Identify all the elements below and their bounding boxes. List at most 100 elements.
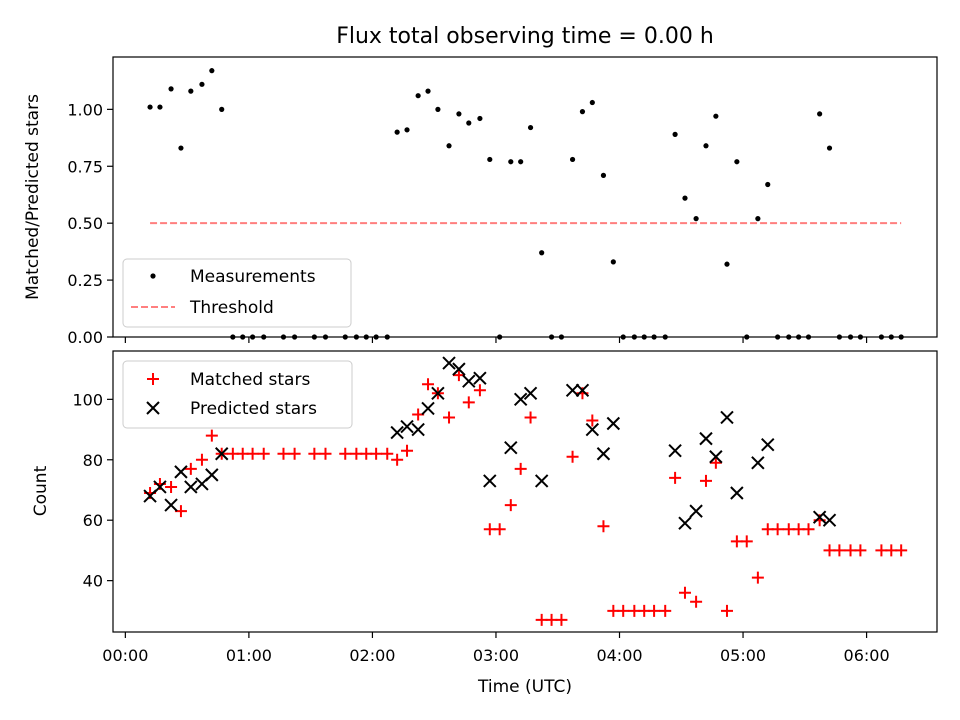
predicted-stars-point bbox=[606, 416, 621, 431]
chart-title: Flux total observing time = 0.00 h bbox=[336, 24, 714, 49]
predicted-stars-point bbox=[575, 383, 590, 397]
measurements-point bbox=[188, 88, 194, 94]
bottom-x-tick-label: 04:00 bbox=[596, 646, 642, 665]
predicted-stars-point bbox=[751, 456, 765, 470]
measurements-point bbox=[579, 109, 586, 115]
bottom-panel: 40 60 80 100 00:00 01:00 02:00 03:00 04:00 05:00 0… bbox=[31, 350, 938, 697]
matched-stars-point bbox=[422, 378, 435, 391]
bottom-y-tick-label: 60 bbox=[83, 511, 103, 530]
matched-stars-point bbox=[257, 447, 270, 460]
measurements-point bbox=[703, 143, 709, 149]
matched-stars-point bbox=[751, 571, 764, 584]
measurements-point bbox=[415, 93, 421, 99]
measurements-point bbox=[209, 68, 215, 74]
measurements-point bbox=[765, 181, 771, 188]
matched-stars-point bbox=[566, 450, 579, 463]
measurements-point bbox=[600, 172, 607, 178]
legend-predicted-marker bbox=[146, 401, 160, 415]
top-y-tick-label: 1.00 bbox=[67, 100, 103, 119]
measurements-point bbox=[157, 104, 163, 110]
bottom-x-tick-label: 03:00 bbox=[473, 646, 519, 665]
measurements-point bbox=[147, 104, 153, 110]
predicted-stars-point bbox=[565, 383, 580, 397]
matched-stars-point bbox=[391, 453, 404, 466]
predicted-stars-point bbox=[513, 392, 528, 407]
legend-predicted-label: Predicted stars bbox=[190, 399, 317, 419]
matched-stars-point bbox=[555, 613, 568, 626]
matched-stars-point bbox=[678, 586, 691, 599]
predicted-stars-point bbox=[390, 425, 404, 440]
predicted-stars-point bbox=[452, 362, 466, 376]
top-y-tick-label: 0.25 bbox=[67, 271, 103, 290]
bottom-x-tick-label: 05:00 bbox=[720, 646, 766, 665]
matched-stars-point bbox=[165, 480, 178, 493]
predicted-stars-point bbox=[442, 356, 456, 370]
matched-stars-point bbox=[319, 447, 332, 460]
matched-stars-point bbox=[493, 523, 506, 536]
bottom-legend-box bbox=[122, 360, 353, 429]
measurements-point bbox=[508, 159, 514, 165]
predicted-stars-point bbox=[215, 447, 229, 461]
matched-stars-point bbox=[370, 447, 383, 460]
top-panel: 0.00 0.25 0.50 0.75 1.00 Matched/Predicted s… bbox=[23, 56, 938, 347]
bottom-y-tick-label: 40 bbox=[83, 572, 103, 591]
bottom-ticks: 40 60 80 100 00:00 01:00 02:00 03:00 04:00 05:00 0… bbox=[72, 390, 889, 665]
measurements-point bbox=[713, 113, 719, 119]
predicted-stars-point bbox=[534, 474, 549, 488]
matched-stars-point bbox=[184, 462, 197, 475]
bottom-y-tick-label: 100 bbox=[72, 390, 103, 409]
predicted-stars-point bbox=[699, 431, 713, 446]
predicted-stars-point bbox=[523, 386, 538, 401]
measurements-point bbox=[466, 120, 472, 126]
measurements-point bbox=[404, 127, 410, 133]
predicted-stars-point bbox=[483, 474, 497, 488]
measurements-point bbox=[435, 106, 441, 112]
top-legend: Measurements Threshold bbox=[122, 258, 352, 328]
legend-matched-label: Matched stars bbox=[190, 370, 310, 390]
predicted-stars-point bbox=[585, 422, 600, 437]
top-y-tick-label: 0.00 bbox=[67, 328, 103, 347]
predicted-stars-point bbox=[709, 450, 723, 464]
measurements-point bbox=[826, 145, 833, 151]
predicted-stars-point bbox=[822, 513, 837, 527]
matched-stars-point bbox=[277, 447, 290, 460]
measurements-point bbox=[682, 195, 688, 201]
x-axis-label: Time (UTC) bbox=[477, 677, 572, 697]
predicted-stars-point bbox=[689, 504, 703, 518]
matched-stars-point bbox=[288, 447, 301, 460]
matched-stars-point bbox=[381, 447, 394, 460]
bottom-legend: Matched stars Predicted stars bbox=[122, 360, 353, 429]
matched-stars-point bbox=[195, 453, 208, 466]
matched-stars-point bbox=[514, 462, 527, 475]
predicted-stars-point bbox=[761, 437, 775, 452]
measurements-point bbox=[518, 159, 524, 165]
bottom-y-axis-label: Count bbox=[31, 465, 51, 516]
predicted-stars-point bbox=[678, 516, 692, 530]
top-y-tick-label: 0.50 bbox=[67, 214, 103, 233]
matched-stars-point bbox=[339, 447, 352, 460]
measurements-point bbox=[477, 115, 483, 122]
predicted-stars-point bbox=[668, 444, 682, 458]
measurements-point bbox=[394, 129, 400, 135]
measurements-point bbox=[672, 131, 678, 137]
matched-stars-point bbox=[895, 544, 908, 557]
matched-stars-point bbox=[473, 384, 486, 397]
top-axes-frame bbox=[112, 56, 938, 338]
matched-stars-point bbox=[802, 523, 815, 536]
matched-stars-point bbox=[648, 604, 661, 617]
bottom-x-tick-label: 01:00 bbox=[226, 646, 272, 665]
matched-stars-point bbox=[720, 604, 733, 617]
measurements-point bbox=[755, 216, 761, 222]
measurements-point bbox=[734, 159, 740, 165]
matched-stars-point bbox=[246, 447, 259, 460]
matched-stars-point bbox=[308, 447, 321, 460]
bottom-x-tick-label: 06:00 bbox=[844, 646, 890, 665]
top-y-tick-label: 0.75 bbox=[67, 157, 103, 176]
matched-stars-point bbox=[401, 444, 414, 457]
predicted-stars-point bbox=[473, 371, 487, 385]
top-legend-box bbox=[122, 258, 352, 328]
matched-stars-point bbox=[659, 604, 672, 617]
predicted-stars-point bbox=[730, 486, 744, 500]
